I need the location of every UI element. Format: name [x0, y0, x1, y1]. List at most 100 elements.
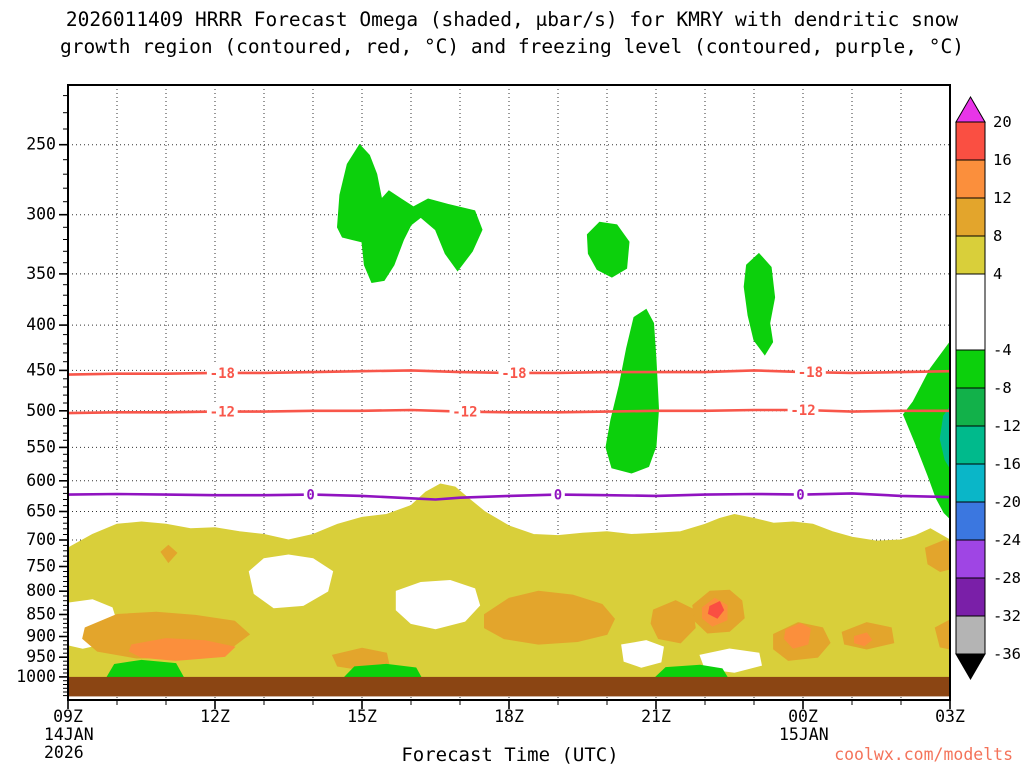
colorbar-label: -4 [993, 341, 1012, 359]
contour-label-bg [206, 403, 238, 420]
y-tick-label: 700 [26, 530, 56, 549]
x-tick-label: 00Z [788, 707, 818, 726]
shaded-omega-layer [67, 143, 951, 697]
colorbar-segment [955, 349, 986, 389]
colorbar-label: -12 [993, 417, 1021, 435]
shaded-region--8to-4 [743, 252, 776, 356]
y-tick-label: 550 [26, 437, 56, 456]
y-tick-label: 900 [26, 627, 56, 646]
colorbar-segment [955, 387, 986, 427]
x-date-label: 14JAN [44, 725, 94, 744]
contour-label-bg [206, 364, 238, 381]
y-tick-label: 400 [26, 315, 56, 334]
y-tick-label: 350 [26, 264, 56, 283]
contour-label-bg [449, 403, 481, 420]
y-tick-label: 1000 [16, 667, 56, 686]
colorbar-label: 8 [993, 227, 1002, 245]
y-tick-label: 650 [26, 502, 56, 521]
colorbar-label: -16 [993, 455, 1021, 473]
contour-label: -12 [210, 405, 235, 421]
x-year-label: 2026 [44, 743, 84, 762]
contour-label: -12 [790, 403, 815, 419]
x-tick-label: 09Z [53, 707, 83, 726]
colorbar-label: 12 [993, 189, 1012, 207]
y-tick-label: 450 [26, 360, 56, 379]
shaded-region--8to-4 [336, 143, 483, 284]
contour-label-bg [498, 364, 530, 381]
colorbar-label: 16 [993, 151, 1012, 169]
contour-label: -12 [452, 405, 477, 421]
contour-lines-layer: -18 -18 -18 -12 -12 -12 0 0 0 [67, 364, 951, 504]
x-tick-label: 03Z [935, 707, 965, 726]
colorbar-label: -36 [993, 645, 1021, 663]
y-tick-label: 250 [26, 135, 56, 154]
colorbar-segment [955, 425, 986, 465]
y-tick-label: 500 [26, 401, 56, 420]
contour-label-bg [551, 486, 565, 503]
colorbar-segment [955, 615, 986, 655]
shaded-region-white [395, 579, 481, 630]
colorbar-segment [955, 273, 986, 351]
plot-frame [67, 84, 951, 701]
y-tick-label: 950 [26, 647, 56, 666]
shaded-region-16to20 [707, 601, 725, 619]
shaded-region-12to16 [128, 638, 236, 661]
colorbar-segment [955, 159, 986, 199]
shaded-region--8to-4 [586, 221, 630, 278]
colorbar-label: -32 [993, 607, 1021, 625]
y-tick-label: 600 [26, 471, 56, 490]
contour-label: -18 [798, 365, 823, 381]
shaded-region-8to12 [650, 600, 696, 644]
axes-layer: 250 300 350 400 450 500 550 600 650 700 750 800 850 9… [16, 84, 965, 762]
colorbar-label: -20 [993, 493, 1021, 511]
contour-label-bg [787, 402, 819, 418]
shaded-region-white [621, 640, 664, 668]
y-tick-label: 800 [26, 581, 56, 600]
colorbar-segment [955, 235, 986, 275]
terrain-band [68, 676, 950, 697]
contour-label: -18 [210, 366, 235, 382]
shaded-region-white [248, 554, 334, 609]
colorbar-label: 4 [993, 265, 1002, 283]
y-tick-label: 300 [26, 205, 56, 224]
shaded-region-8to12 [484, 590, 615, 645]
colorbar-segment [955, 121, 986, 161]
colorbar-segment [955, 197, 986, 237]
x-date-label: 15JAN [779, 725, 829, 744]
colorbar-label: -8 [993, 379, 1012, 397]
y-tick-label: 850 [26, 605, 56, 624]
chart-title-line2: growth region (contoured, red, °C) and f… [60, 35, 964, 58]
x-axis-title: Forecast Time (UTC) [401, 744, 618, 766]
contour-label: 0 [306, 488, 314, 504]
colorbar-segment [955, 463, 986, 503]
contour-label-bg [795, 364, 826, 381]
chart-title-line1: 2026011409 HRRR Forecast Omega (shaded, … [66, 8, 958, 31]
colorbar-top-triangle [955, 96, 986, 123]
contour-label-bg [303, 486, 318, 503]
x-tick-label: 12Z [200, 707, 230, 726]
shaded-region-8to12 [160, 544, 178, 564]
contour-label: 0 [796, 488, 804, 504]
shaded-region-12to16 [854, 632, 873, 647]
colorbar-label: -28 [993, 569, 1021, 587]
colorbar-segment [955, 539, 986, 579]
x-tick-label: 15Z [347, 707, 377, 726]
colorbar-bottom-triangle [955, 653, 986, 680]
colorbar-label: 20 [993, 113, 1012, 131]
colorbar-layer: 20 16 12 8 4 -4 -8 -12 -16 -20 -24 -28 -32 -36 [955, 96, 1021, 680]
watermark-text: coolwx.com/modelts [834, 745, 1013, 764]
contour-freezing-level-0C [67, 492, 951, 501]
shaded-region-12to16 [783, 622, 811, 649]
colorbar-segment [955, 577, 986, 617]
x-tick-label: 18Z [494, 707, 524, 726]
contour-label-bg [793, 486, 808, 503]
y-tick-label: 750 [26, 557, 56, 576]
contour-label: -18 [501, 366, 526, 382]
colorbar-segment [955, 501, 986, 541]
contour-label: 0 [554, 488, 562, 504]
colorbar-label: -24 [993, 531, 1021, 549]
shaded-region--8to-4 [902, 340, 951, 520]
shaded-region--8to-4 [605, 308, 660, 474]
x-tick-label: 21Z [641, 707, 671, 726]
